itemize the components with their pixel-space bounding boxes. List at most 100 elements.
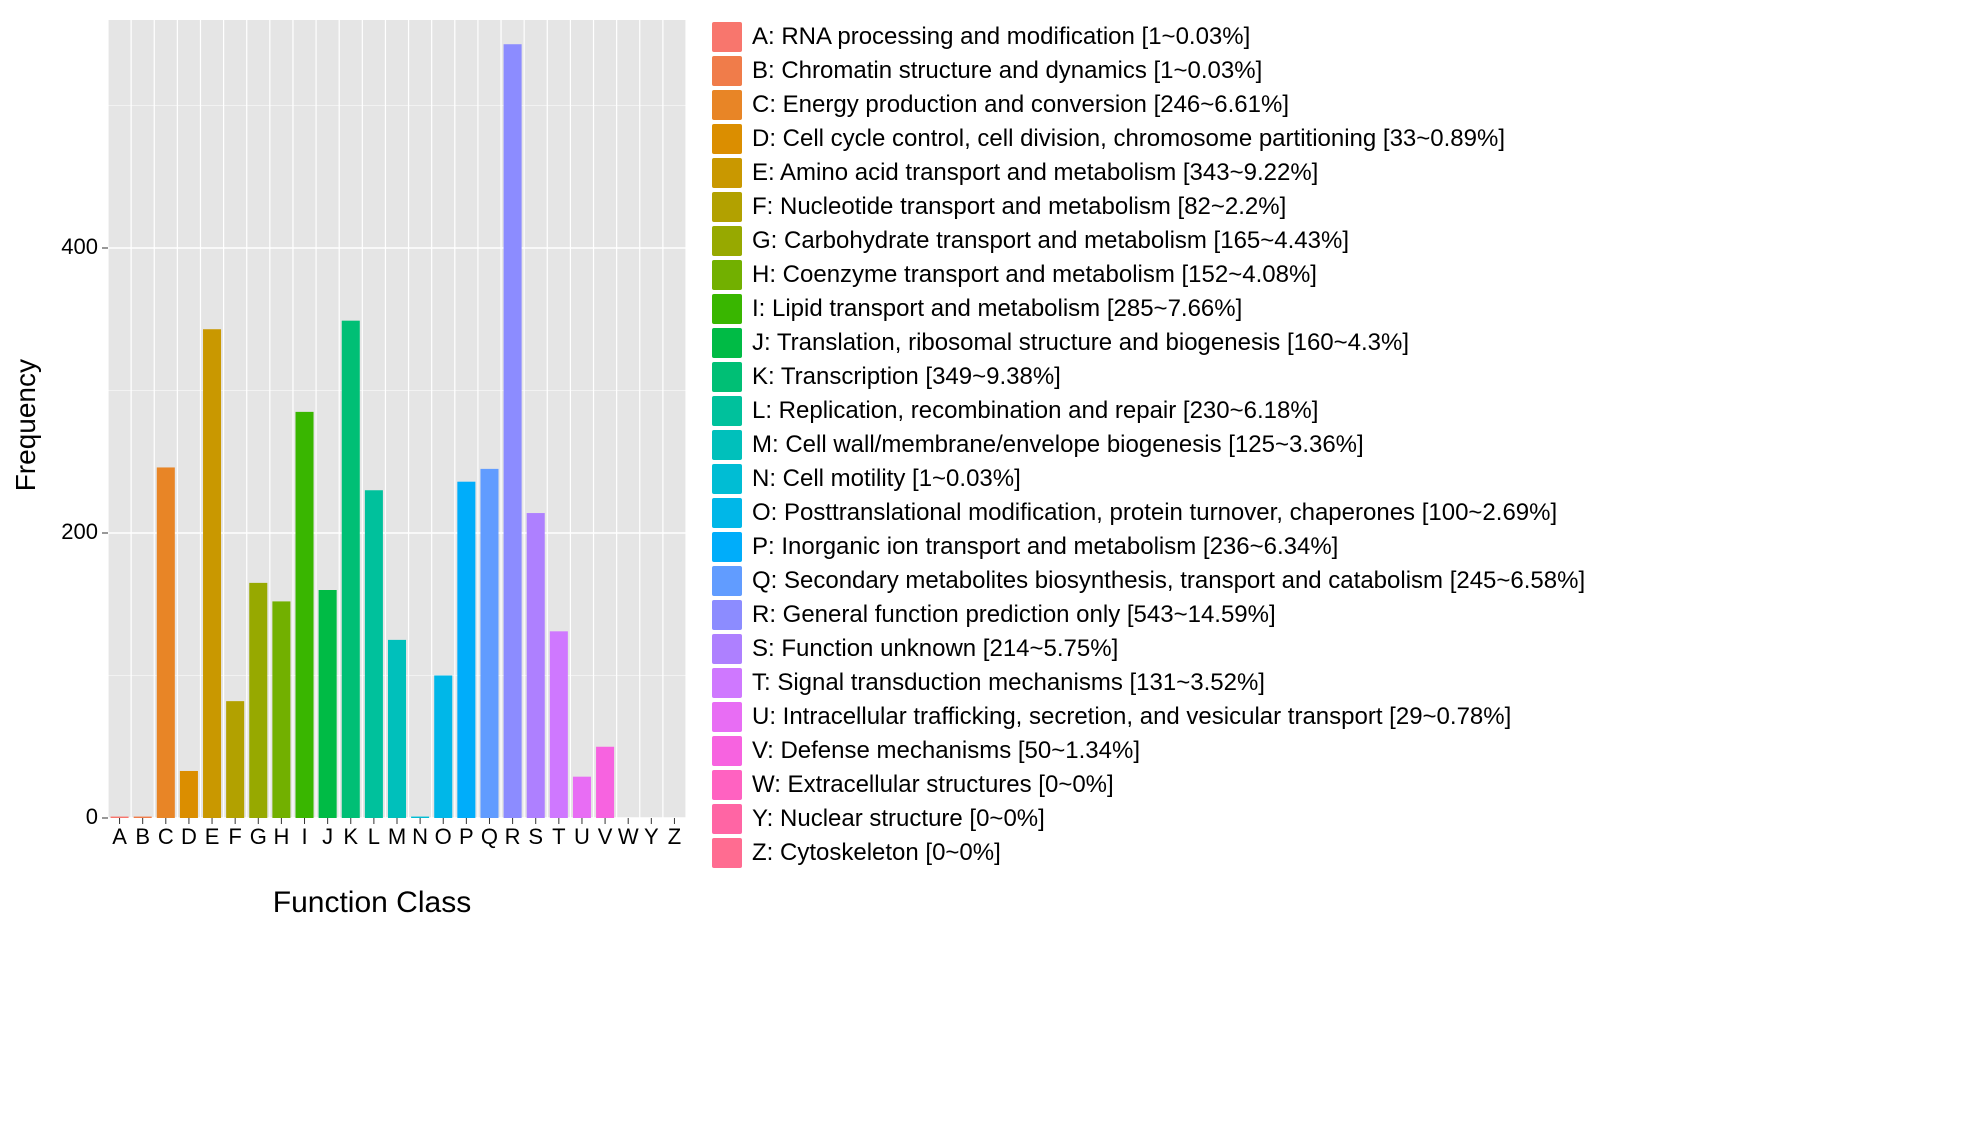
x-tick-label: W: [618, 824, 639, 849]
legend-swatch: [712, 90, 742, 120]
legend-label: F: Nucleotide transport and metabolism […: [752, 193, 1286, 221]
bar-chart: 0200400ABCDEFGHIJKLMNOPQRSTUVWYZ: [52, 10, 692, 880]
bar: [434, 676, 452, 819]
legend-label: L: Replication, recombination and repair…: [752, 397, 1318, 425]
x-tick-label: S: [528, 824, 543, 849]
legend-swatch: [712, 464, 742, 494]
x-tick-label: J: [322, 824, 333, 849]
bar: [226, 701, 244, 818]
legend-swatch: [712, 702, 742, 732]
x-tick-label: M: [388, 824, 406, 849]
bar: [296, 412, 314, 818]
legend-label: C: Energy production and conversion [246…: [752, 91, 1289, 119]
x-tick-label: C: [158, 824, 174, 849]
bar: [319, 590, 337, 818]
bar: [573, 777, 591, 818]
legend-swatch: [712, 430, 742, 460]
legend-item: O: Posttranslational modification, prote…: [712, 496, 1585, 530]
x-tick-label: F: [228, 824, 241, 849]
legend-swatch: [712, 498, 742, 528]
legend-item: Q: Secondary metabolites biosynthesis, t…: [712, 564, 1585, 598]
x-tick-label: N: [412, 824, 428, 849]
legend-item: T: Signal transduction mechanisms [131~3…: [712, 666, 1585, 700]
legend-item: Z: Cytoskeleton [0~0%]: [712, 836, 1585, 870]
bar: [203, 329, 221, 818]
x-axis-title: Function Class: [52, 886, 692, 920]
bar: [596, 747, 614, 818]
bar: [157, 467, 175, 818]
x-tick-label: H: [273, 824, 289, 849]
legend-label: V: Defense mechanisms [50~1.34%]: [752, 737, 1140, 765]
legend-swatch: [712, 124, 742, 154]
legend-item: M: Cell wall/membrane/envelope biogenesi…: [712, 428, 1585, 462]
legend-item: W: Extracellular structures [0~0%]: [712, 768, 1585, 802]
legend-swatch: [712, 362, 742, 392]
y-tick-label: 0: [86, 804, 98, 829]
x-tick-label: G: [250, 824, 267, 849]
legend-item: N: Cell motility [1~0.03%]: [712, 462, 1585, 496]
bar: [504, 44, 522, 818]
legend-item: E: Amino acid transport and metabolism […: [712, 156, 1585, 190]
bar: [480, 469, 498, 818]
legend-label: U: Intracellular trafficking, secretion,…: [752, 703, 1511, 731]
legend-item: G: Carbohydrate transport and metabolism…: [712, 224, 1585, 258]
bar: [388, 640, 406, 818]
legend-label: I: Lipid transport and metabolism [285~7…: [752, 295, 1242, 323]
x-tick-label: E: [205, 824, 220, 849]
x-tick-label: D: [181, 824, 197, 849]
bar: [111, 817, 129, 818]
legend-label: S: Function unknown [214~5.75%]: [752, 635, 1118, 663]
legend-item: B: Chromatin structure and dynamics [1~0…: [712, 54, 1585, 88]
figure: Frequency 0200400ABCDEFGHIJKLMNOPQRSTUVW…: [0, 0, 1961, 930]
x-tick-label: L: [368, 824, 380, 849]
x-tick-label: O: [435, 824, 452, 849]
plot-block: 0200400ABCDEFGHIJKLMNOPQRSTUVWYZ Functio…: [52, 10, 692, 920]
x-tick-label: Y: [644, 824, 659, 849]
legend-label: T: Signal transduction mechanisms [131~3…: [752, 669, 1265, 697]
bar: [342, 321, 360, 818]
legend-swatch: [712, 532, 742, 562]
legend-item: I: Lipid transport and metabolism [285~7…: [712, 292, 1585, 326]
bar: [272, 601, 290, 818]
legend-label: K: Transcription [349~9.38%]: [752, 363, 1061, 391]
legend-label: G: Carbohydrate transport and metabolism…: [752, 227, 1349, 255]
legend-label: D: Cell cycle control, cell division, ch…: [752, 125, 1505, 153]
legend-swatch: [712, 260, 742, 290]
bar: [457, 482, 475, 818]
bar: [411, 817, 429, 818]
legend-swatch: [712, 736, 742, 766]
x-tick-label: Q: [481, 824, 498, 849]
x-tick-label: K: [343, 824, 358, 849]
bar: [527, 513, 545, 818]
y-tick-label: 400: [61, 234, 98, 259]
legend-item: V: Defense mechanisms [50~1.34%]: [712, 734, 1585, 768]
legend-swatch: [712, 158, 742, 188]
legend-item: F: Nucleotide transport and metabolism […: [712, 190, 1585, 224]
legend-swatch: [712, 56, 742, 86]
legend-label: Z: Cytoskeleton [0~0%]: [752, 839, 1001, 867]
legend-label: E: Amino acid transport and metabolism […: [752, 159, 1318, 187]
x-tick-label: A: [112, 824, 127, 849]
legend-swatch: [712, 668, 742, 698]
legend-label: H: Coenzyme transport and metabolism [15…: [752, 261, 1317, 289]
x-tick-label: U: [574, 824, 590, 849]
bar: [249, 583, 267, 818]
x-tick-label: T: [552, 824, 565, 849]
legend-item: U: Intracellular trafficking, secretion,…: [712, 700, 1585, 734]
x-tick-label: B: [135, 824, 150, 849]
legend-item: P: Inorganic ion transport and metabolis…: [712, 530, 1585, 564]
legend-label: Y: Nuclear structure [0~0%]: [752, 805, 1045, 833]
x-tick-label: Z: [668, 824, 681, 849]
y-tick-label: 200: [61, 519, 98, 544]
legend-swatch: [712, 396, 742, 426]
legend-label: M: Cell wall/membrane/envelope biogenesi…: [752, 431, 1364, 459]
bar: [180, 771, 198, 818]
legend-swatch: [712, 328, 742, 358]
legend-swatch: [712, 22, 742, 52]
legend-item: L: Replication, recombination and repair…: [712, 394, 1585, 428]
x-tick-label: I: [301, 824, 307, 849]
legend-label: R: General function prediction only [543…: [752, 601, 1276, 629]
legend-label: O: Posttranslational modification, prote…: [752, 499, 1557, 527]
legend-item: K: Transcription [349~9.38%]: [712, 360, 1585, 394]
legend-swatch: [712, 634, 742, 664]
